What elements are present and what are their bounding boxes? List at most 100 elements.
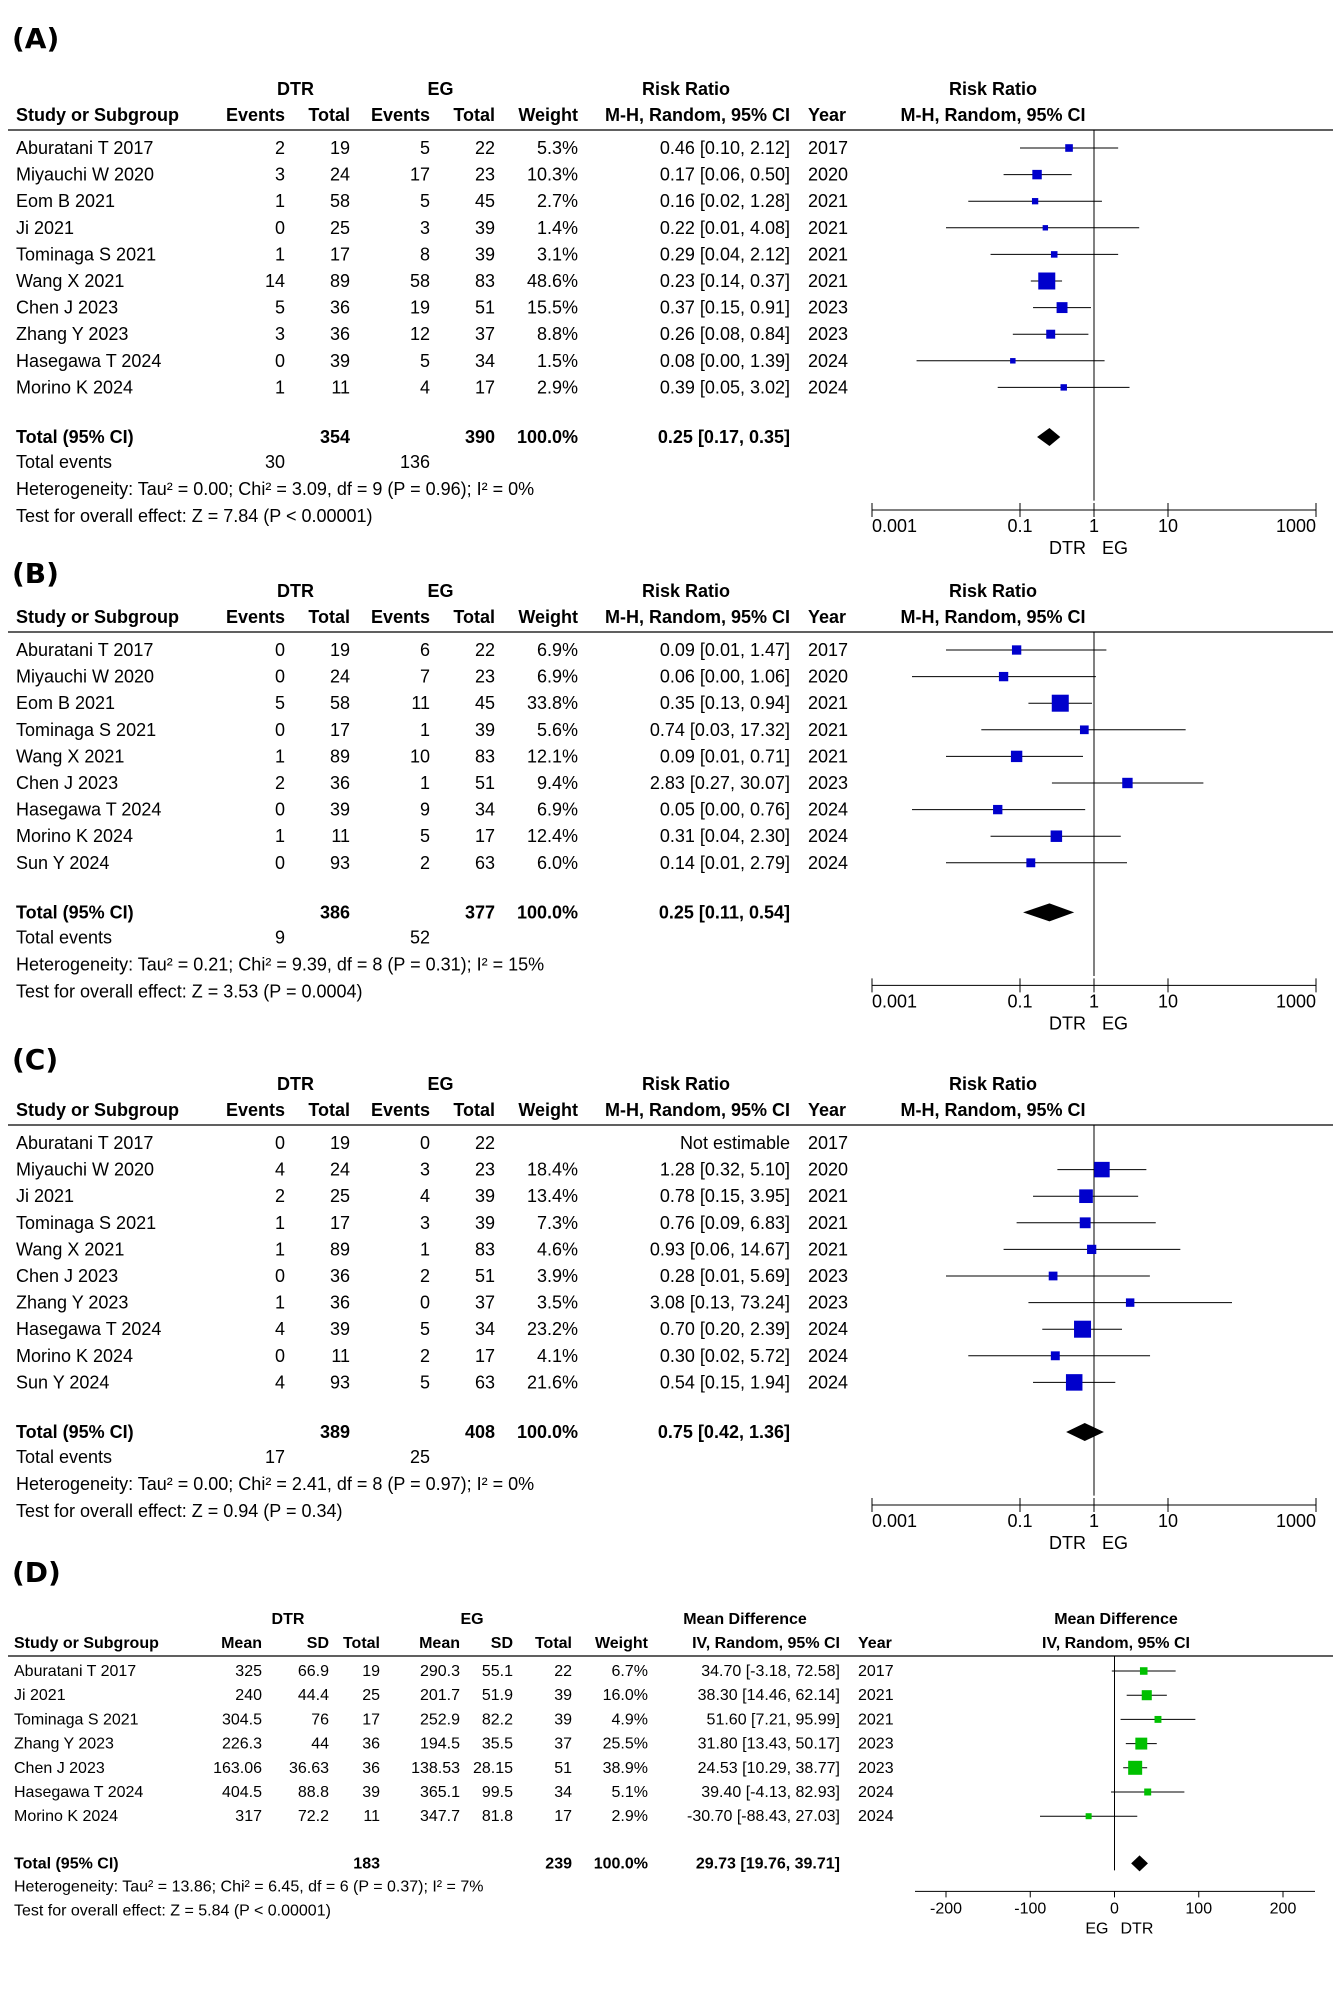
favours-left-label: DTR bbox=[1049, 538, 1086, 558]
method-header: M-H, Random, 95% CI bbox=[605, 1100, 790, 1120]
mean-cell: 226.3 bbox=[222, 1736, 262, 1753]
total-events-group1: 9 bbox=[275, 927, 285, 947]
overall-effect-text: Test for overall effect: Z = 0.94 (P = 0… bbox=[16, 1501, 343, 1521]
mean-cell: 240 bbox=[235, 1687, 262, 1704]
group1-header: DTR bbox=[277, 79, 314, 99]
events-cell: 0 bbox=[275, 640, 285, 660]
plot-measure-header: Mean Difference bbox=[1054, 1611, 1178, 1628]
events-cell: 3 bbox=[420, 1213, 430, 1233]
events-cell: 2 bbox=[420, 1266, 430, 1286]
total-header: Total bbox=[343, 1635, 380, 1652]
study-name: Morino K 2024 bbox=[14, 1808, 118, 1825]
study-name: Miyauchi W 2020 bbox=[16, 165, 154, 185]
total-header: Total bbox=[308, 1100, 350, 1120]
year-cell: 2024 bbox=[808, 1346, 848, 1366]
study-point-marker bbox=[1135, 1737, 1148, 1750]
total-events-label: Total events bbox=[16, 1447, 112, 1467]
weight-cell: 48.6% bbox=[527, 271, 578, 291]
study-point-marker bbox=[1050, 251, 1058, 258]
weight-cell: 3.5% bbox=[537, 1293, 578, 1313]
effect-ci-cell: 0.54 [0.15, 1.94] bbox=[660, 1372, 790, 1392]
weight-cell: 6.9% bbox=[537, 800, 578, 820]
study-point-marker bbox=[1065, 1374, 1083, 1391]
measure-header: Risk Ratio bbox=[642, 581, 730, 601]
year-cell: 2024 bbox=[808, 1319, 848, 1339]
total-effect-ci: 0.25 [0.11, 0.54] bbox=[659, 902, 790, 922]
total-effect-ci: 0.75 [0.42, 1.36] bbox=[658, 1422, 790, 1442]
events-cell: 0 bbox=[275, 667, 285, 687]
study-point-marker bbox=[1065, 144, 1073, 152]
study-name: Eom B 2021 bbox=[16, 191, 115, 211]
events-cell: 5 bbox=[420, 351, 430, 371]
study-name: Miyauchi W 2020 bbox=[16, 1160, 154, 1180]
total-cell: 34 bbox=[554, 1784, 572, 1801]
study-point-marker bbox=[1122, 777, 1133, 789]
study-name: Wang X 2021 bbox=[16, 271, 124, 291]
total-cell: 17 bbox=[475, 377, 495, 397]
year-cell: 2024 bbox=[858, 1808, 894, 1825]
sd-cell: 81.8 bbox=[482, 1808, 513, 1825]
total-cell: 93 bbox=[330, 853, 350, 873]
effect-ci-cell: 0.31 [0.04, 2.30] bbox=[660, 826, 790, 846]
plot-method-header: IV, Random, 95% CI bbox=[1042, 1635, 1190, 1652]
total-cell: 39 bbox=[330, 800, 350, 820]
effect-ci-cell: 51.60 [7.21, 95.99] bbox=[707, 1711, 840, 1728]
measure-header: Mean Difference bbox=[683, 1611, 807, 1628]
study-point-marker bbox=[1056, 302, 1068, 314]
pooled-effect-diamond bbox=[1037, 428, 1061, 446]
total-header: Total bbox=[308, 607, 350, 627]
x-axis-tick-label: 1000 bbox=[1276, 516, 1316, 536]
year-cell: 2023 bbox=[808, 298, 848, 318]
study-point-marker bbox=[1085, 1813, 1092, 1820]
total-cell: 89 bbox=[330, 1239, 350, 1259]
measure-header: Risk Ratio bbox=[642, 79, 730, 99]
sd-cell: 44.4 bbox=[298, 1687, 329, 1704]
favours-right-label: EG bbox=[1102, 1013, 1128, 1033]
events-cell: 4 bbox=[275, 1319, 285, 1339]
total-n-group1: 386 bbox=[320, 902, 350, 922]
study-point-marker bbox=[1144, 1788, 1152, 1796]
total-cell: 22 bbox=[475, 1133, 495, 1153]
effect-ci-cell: -30.70 [-88.43, 27.03] bbox=[687, 1808, 840, 1825]
events-cell: 0 bbox=[275, 1346, 285, 1366]
events-cell: 1 bbox=[275, 1213, 285, 1233]
events-cell: 1 bbox=[420, 720, 430, 740]
plot-measure-header: Risk Ratio bbox=[949, 581, 1037, 601]
total-events-group2: 136 bbox=[400, 452, 430, 472]
events-cell: 3 bbox=[275, 165, 285, 185]
total-label: Total (95% CI) bbox=[16, 427, 134, 447]
measure-header: Risk Ratio bbox=[642, 1074, 730, 1094]
effect-ci-cell: 0.08 [0.00, 1.39] bbox=[660, 351, 790, 371]
total-cell: 17 bbox=[475, 826, 495, 846]
total-cell: 45 bbox=[475, 693, 495, 713]
effect-ci-cell: 39.40 [-4.13, 82.93] bbox=[701, 1784, 840, 1801]
events-cell: 1 bbox=[275, 1239, 285, 1259]
study-name: Ji 2021 bbox=[14, 1687, 66, 1704]
sd-cell: 82.2 bbox=[482, 1711, 513, 1728]
total-effect-ci: 0.25 [0.17, 0.35] bbox=[658, 427, 790, 447]
events-cell: 8 bbox=[420, 244, 430, 264]
mean-cell: 290.3 bbox=[420, 1663, 460, 1680]
year-header: Year bbox=[808, 105, 846, 125]
year-cell: 2017 bbox=[808, 1133, 848, 1153]
study-name: Chen J 2023 bbox=[14, 1760, 105, 1777]
study-point-marker bbox=[1060, 384, 1067, 391]
total-cell: 39 bbox=[475, 244, 495, 264]
weight-cell: 5.6% bbox=[537, 720, 578, 740]
events-cell: 5 bbox=[420, 1372, 430, 1392]
weight-cell: 4.9% bbox=[612, 1711, 648, 1728]
effect-ci-cell: 0.06 [0.00, 1.06] bbox=[660, 667, 790, 687]
x-axis-tick-label: 0.1 bbox=[1007, 516, 1032, 536]
events-header: Events bbox=[226, 607, 285, 627]
total-events-label: Total events bbox=[16, 452, 112, 472]
study-point-marker bbox=[1046, 329, 1056, 339]
effect-ci-cell: 38.30 [14.46, 62.14] bbox=[698, 1687, 840, 1704]
pooled-effect-diamond bbox=[1131, 1855, 1148, 1872]
study-point-marker bbox=[1139, 1667, 1148, 1675]
effect-ci-cell: 0.28 [0.01, 5.69] bbox=[660, 1266, 790, 1286]
events-cell: 2 bbox=[420, 1346, 430, 1366]
effect-ci-cell: 0.22 [0.01, 4.08] bbox=[660, 218, 790, 238]
study-point-marker bbox=[1050, 830, 1063, 842]
events-cell: 11 bbox=[411, 693, 430, 713]
study-point-marker bbox=[1141, 1690, 1152, 1701]
